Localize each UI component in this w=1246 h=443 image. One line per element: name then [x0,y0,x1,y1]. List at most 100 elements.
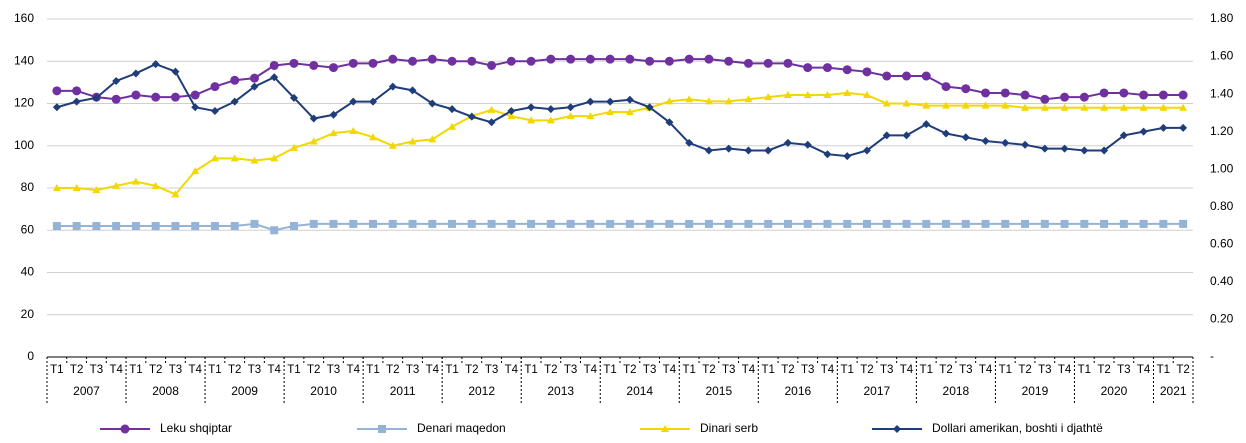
point [1139,103,1148,111]
year-label: 2021 [1160,384,1187,398]
series-line [56,62,1184,158]
point [230,75,240,85]
x-tick-label: T3 [564,364,577,376]
point [289,222,298,231]
point [862,146,871,155]
point [922,219,931,228]
point [448,122,457,130]
point [823,91,832,99]
point [1001,101,1010,109]
legend-marker [378,425,386,433]
x-tick-label: T2 [70,364,83,376]
point [388,54,398,64]
point [645,103,654,112]
x-tick-label: T1 [208,364,221,376]
point [606,219,615,228]
y-tick-label: 60 [21,222,35,236]
point [685,95,694,103]
point [902,71,911,81]
point [448,219,457,228]
point [210,107,219,116]
point [605,54,615,64]
y-tick-label: 80 [21,180,35,194]
point [586,97,595,106]
point [1021,140,1030,149]
point [408,56,418,66]
point [408,137,417,145]
point [171,67,180,76]
year-label: 2010 [310,384,337,398]
point [981,137,990,146]
x-tick-label: T1 [445,364,458,376]
point [487,219,496,228]
x-tick-label: T2 [1176,364,1189,376]
point [823,219,832,228]
point [882,71,892,81]
point [1060,144,1069,153]
point [447,56,457,66]
point [1100,103,1109,111]
y2-tick-label: 1.20 [1210,124,1234,138]
x-tick-label: T2 [860,364,873,376]
x-tick-label: T1 [603,364,616,376]
point [72,86,82,96]
point [369,97,378,106]
point [171,222,180,231]
point [289,93,298,102]
x-tick-label: T4 [188,364,202,376]
point [744,219,753,228]
point [72,97,81,106]
point [921,71,931,81]
point [289,58,299,68]
point [428,219,437,228]
point [942,101,951,109]
x-tick-label: T3 [959,364,972,376]
point [922,101,931,109]
point [685,138,694,147]
point [843,152,852,161]
series-line [56,58,1184,101]
point [1159,219,1168,228]
point [191,222,200,231]
year-label: 2018 [943,384,970,398]
point [191,103,200,112]
point [961,101,970,109]
point [1021,219,1030,228]
point [210,82,220,92]
point [566,112,575,120]
y-tick-label: 160 [14,11,34,25]
x-tick-label: T2 [1097,364,1110,376]
point [1179,123,1188,132]
point [902,131,911,140]
point [546,105,555,114]
point [942,219,951,228]
point [645,56,655,66]
point [329,129,338,137]
point [1179,219,1188,228]
legend-label: Dollari amerikan, boshti i djathtë [932,421,1103,435]
point [586,219,595,228]
point [52,103,61,112]
point [269,60,279,70]
point [1040,219,1049,228]
point [369,133,378,141]
point [428,99,437,108]
x-tick-label: T3 [1117,364,1130,376]
point [685,219,694,228]
legend-label: Leku shqiptar [160,421,232,435]
y2-tick-label: 0.60 [1210,237,1234,251]
point [764,219,773,228]
year-label: 2015 [705,384,732,398]
x-tick-label: T1 [1078,364,1091,376]
point [388,82,397,91]
point [882,99,891,107]
point [783,58,793,68]
point [112,222,121,231]
point [704,54,714,64]
legend-label: Dinari serb [700,421,758,435]
point [349,126,358,134]
point [527,219,536,228]
point [131,222,140,231]
point [131,90,141,100]
point [606,97,615,106]
